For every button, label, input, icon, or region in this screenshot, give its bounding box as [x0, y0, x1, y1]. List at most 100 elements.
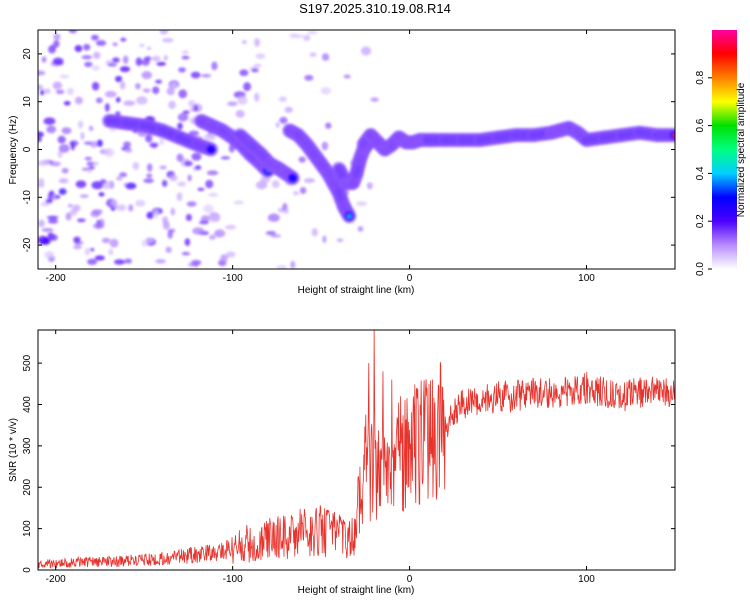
- heatmap-cell: [128, 204, 134, 212]
- heatmap-cell: [293, 191, 299, 196]
- heatmap-cell: [203, 204, 214, 214]
- heatmap-cell: [38, 160, 50, 167]
- heatmap-cell: [303, 178, 316, 183]
- heatmap-cell: [38, 137, 42, 142]
- heatmap-cell: [87, 258, 98, 265]
- heatmap-cell: [83, 141, 93, 145]
- heatmap-cell: [83, 43, 91, 51]
- heatmap-cell: [211, 61, 218, 71]
- spectrogram-xlabel: Height of straight line (km): [298, 285, 415, 296]
- heatmap-cell: [178, 67, 186, 73]
- y-tick-label: 0: [22, 146, 33, 152]
- heatmap-cell: [290, 260, 296, 269]
- heatmap-cell: [197, 187, 205, 191]
- y-tick-label: 200: [22, 478, 33, 495]
- heatmap-cell: [40, 89, 45, 96]
- heatmap-cell: [46, 215, 59, 220]
- y-tick-label: 300: [22, 437, 33, 454]
- heatmap-cell: [58, 188, 67, 195]
- heatmap-cell: [159, 136, 165, 146]
- heatmap-cell: [187, 174, 192, 182]
- heatmap-cell: [181, 251, 191, 256]
- heatmap-cell: [43, 117, 56, 125]
- heatmap-cell: [209, 234, 216, 240]
- heatmap-cell: [81, 55, 93, 60]
- heatmap-cell: [58, 178, 69, 184]
- heatmap-cell: [276, 265, 288, 269]
- heatmap-cell: [168, 100, 176, 110]
- colorbar-ticks: 0.0 0.2 0.4 0.6 0.8: [695, 70, 712, 276]
- heatmap-cell: [279, 116, 288, 124]
- heatmap-cell: [138, 43, 145, 48]
- x-tick-label: -100: [223, 273, 243, 284]
- colorbar-tick-label: 0.6: [695, 118, 706, 132]
- heatmap-cell: [360, 46, 372, 56]
- heatmap-cell: [47, 234, 58, 242]
- x-tick-label: 0: [407, 273, 413, 284]
- heatmap-cell: [104, 103, 110, 112]
- heatmap-cell: [96, 139, 103, 148]
- heatmap-cell: [163, 55, 168, 61]
- heatmap-cell: [47, 218, 59, 224]
- heatmap-cell: [68, 30, 78, 34]
- heatmap-cell: [66, 87, 75, 96]
- heatmap-cell: [107, 62, 117, 67]
- heatmap-cell: [184, 160, 193, 167]
- heatmap-cell: [226, 251, 236, 258]
- heatmap-cell: [267, 213, 280, 222]
- heatmap-cell: [74, 96, 83, 105]
- heatmap-cell: [88, 125, 94, 132]
- heatmap-cell: [45, 198, 53, 204]
- heatmap-cell: [146, 211, 154, 220]
- x-tick-label: 100: [578, 574, 595, 585]
- y-tick-label: 10: [22, 96, 33, 108]
- heatmap-cell: [59, 74, 70, 79]
- heatmap-cell: [255, 53, 266, 60]
- heatmap-cell: [55, 89, 65, 94]
- heatmap-cell: [119, 172, 128, 178]
- heatmap-cell: [284, 106, 293, 113]
- heatmap-cell: [284, 208, 289, 214]
- heatmap-cell: [254, 37, 261, 47]
- heatmap-cell: [214, 229, 226, 238]
- chart-title: S197.2025.310.19.08.R14: [299, 1, 451, 16]
- heatmap-cell: [194, 165, 202, 170]
- heatmap-cell: [141, 71, 153, 80]
- heatmap-cell: [38, 70, 46, 76]
- heatmap-cell: [75, 180, 87, 188]
- heatmap-cell: [303, 34, 311, 41]
- heatmap-cell: [672, 132, 675, 138]
- heatmap-cell: [239, 69, 249, 77]
- heatmap-cell: [166, 87, 175, 96]
- heatmap-cell: [91, 209, 103, 215]
- heatmap-cell: [233, 200, 244, 205]
- heatmap-cell: [93, 51, 101, 59]
- heatmap-cell: [321, 141, 329, 151]
- heatmap-cell: [108, 248, 114, 256]
- heatmap-cell: [123, 141, 132, 148]
- snr-panel: -200 -100 0 100 0 100 200 300 400 500 Height of s…: [8, 329, 676, 596]
- heatmap-cell: [146, 173, 153, 179]
- heatmap-cell: [194, 261, 199, 268]
- heatmap-cell: [208, 147, 215, 152]
- heatmap-cell: [290, 175, 296, 181]
- spectrogram-cells: [38, 30, 675, 269]
- heatmap-cell: [161, 179, 168, 187]
- heatmap-cell: [181, 50, 189, 54]
- heatmap-cell: [141, 239, 148, 247]
- heatmap-cell: [176, 153, 184, 162]
- heatmap-cell: [55, 194, 61, 199]
- heatmap-cell: [92, 222, 105, 229]
- heatmap-cell: [186, 201, 197, 207]
- heatmap-cell: [155, 79, 163, 84]
- snr-series-line: [38, 330, 675, 569]
- y-tick-label: 0: [22, 567, 33, 573]
- heatmap-cell: [220, 254, 229, 262]
- heatmap-cell: [320, 87, 332, 95]
- heatmap-cell: [346, 214, 353, 219]
- colorbar-tick-label: 0.4: [695, 166, 706, 180]
- spectrogram-ylabel: Frequency (Hz): [8, 116, 19, 185]
- heatmap-cell: [156, 61, 167, 66]
- heatmap-cell: [357, 226, 364, 232]
